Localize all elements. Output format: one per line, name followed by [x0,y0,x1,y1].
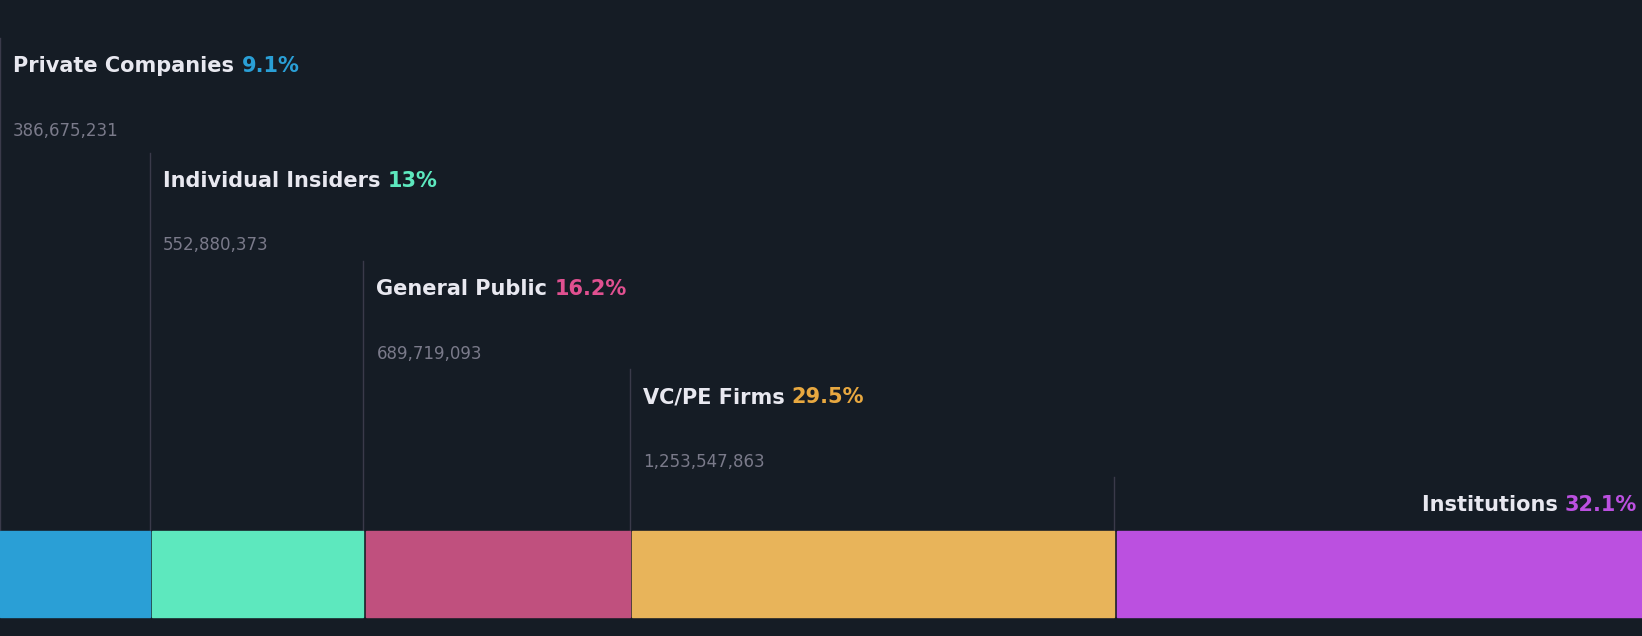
Text: 32.1%: 32.1% [1565,495,1637,515]
Text: 29.5%: 29.5% [791,387,864,407]
Text: Institutions: Institutions [1422,495,1565,515]
Bar [153,531,363,617]
Text: 552,880,373: 552,880,373 [163,237,268,254]
Text: 13%: 13% [388,171,437,191]
Bar [1117,531,1642,617]
Text: 386,675,231: 386,675,231 [13,122,118,140]
Text: 689,719,093: 689,719,093 [376,345,481,363]
Bar [366,531,629,617]
Text: General Public: General Public [376,279,555,299]
Text: 1,253,547,863: 1,253,547,863 [642,453,764,471]
Bar [0,531,149,617]
Text: VC/PE Firms: VC/PE Firms [642,387,791,407]
Text: Private Companies: Private Companies [13,57,241,76]
Text: 16.2%: 16.2% [555,279,627,299]
Text: 1,364,907,432: 1,364,907,432 [1516,561,1637,579]
Text: Individual Insiders: Individual Insiders [163,171,388,191]
Text: 9.1%: 9.1% [241,57,299,76]
Bar [632,531,1115,617]
